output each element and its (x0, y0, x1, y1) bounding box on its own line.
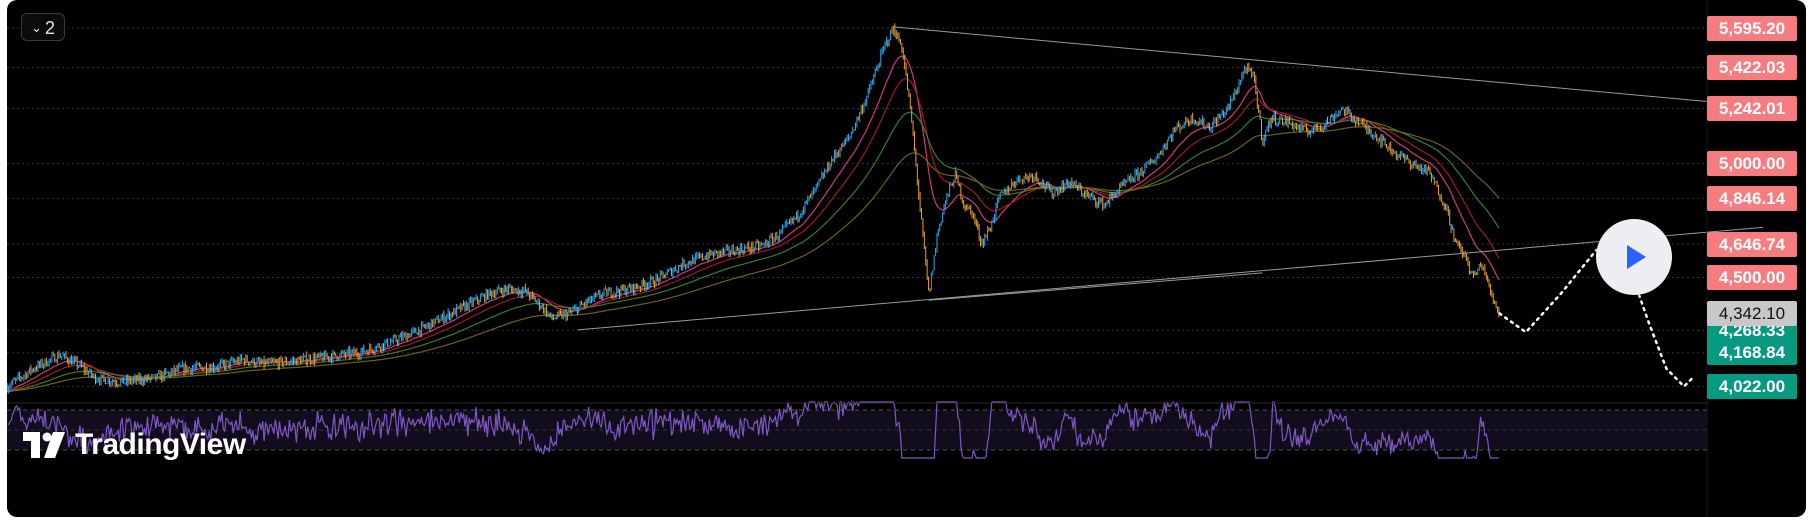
chart-canvas[interactable] (7, 0, 1806, 517)
price-level-label[interactable]: 5,595.20 (1707, 15, 1797, 41)
price-gridlines (7, 27, 1707, 387)
tradingview-logo-icon (23, 432, 65, 458)
play-button[interactable] (1596, 219, 1672, 295)
trendline (893, 26, 1764, 108)
rsi-pane (7, 399, 1707, 459)
price-level-label[interactable]: 5,422.03 (1707, 54, 1797, 80)
ema-line (7, 78, 1500, 392)
logo-text: TradingView (75, 428, 246, 461)
price-level-label[interactable]: 4,500.00 (1707, 264, 1797, 290)
collapse-indicators-button[interactable]: ⌄ 2 (21, 13, 65, 41)
indicator-count: 2 (44, 18, 55, 38)
ema-line (7, 126, 1500, 392)
trendline (928, 272, 1263, 301)
price-level-label[interactable]: 4,646.74 (1707, 231, 1797, 257)
trendline (577, 226, 1764, 331)
current-price-label[interactable]: 4,342.10 (1707, 300, 1797, 326)
price-level-label[interactable]: 5,242.01 (1707, 95, 1797, 121)
price-level-label[interactable]: 5,000.00 (1707, 151, 1797, 177)
ema-line (7, 55, 1500, 392)
price-candles (7, 23, 1500, 394)
price-level-label[interactable]: 4,846.14 (1707, 186, 1797, 212)
play-icon (1627, 245, 1646, 269)
rsi-line (7, 399, 1499, 459)
tradingview-logo: TradingView (23, 428, 246, 462)
chevron-down-icon: ⌄ (31, 20, 42, 35)
moving-averages (7, 55, 1500, 392)
price-level-label[interactable]: 4,022.00 (1707, 373, 1797, 399)
trendlines[interactable] (577, 26, 1764, 331)
chart-frame: 5,595.20 5,422.03 5,242.01 5,000.00 4,846.14… (7, 0, 1806, 517)
price-level-label[interactable]: 4,168.84 (1707, 340, 1797, 366)
